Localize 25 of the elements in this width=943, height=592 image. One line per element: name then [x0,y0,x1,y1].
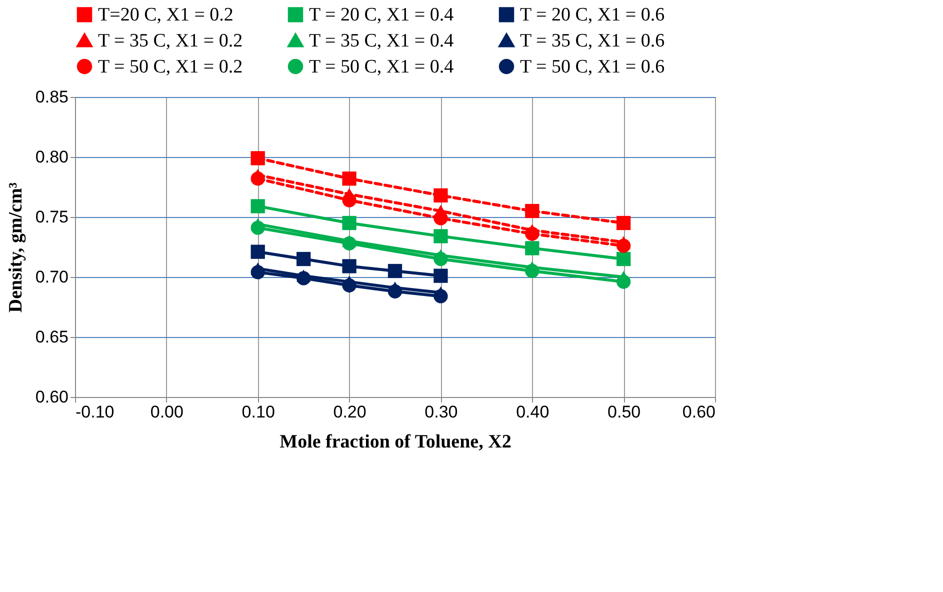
x-tick-label: 0.50 [608,402,641,422]
legend-label: T = 35 C, X1 = 0.6 [520,30,665,52]
x-tick-label: -0.10 [76,402,114,422]
legend-label: T=20 C, X1 = 0.2 [98,4,234,26]
x-tick-label: 0.30 [424,402,458,422]
y-tick-label: 0.70 [35,268,68,286]
legend-label: T = 50 C, X1 = 0.6 [520,56,665,78]
legend-label: T = 20 C, X1 = 0.6 [520,4,665,26]
y-tick-label: 0.80 [35,148,68,166]
x-axis-title: Mole fraction of Toluene, X2 [280,432,512,452]
legend-label: T = 20 C, X1 = 0.4 [309,4,454,26]
legend-label: T = 35 C, X1 = 0.4 [309,30,454,52]
legend-label: T = 50 C, X1 = 0.2 [98,56,243,78]
y-axis-title: Density, gm/cm³ [5,182,26,313]
x-tick-label: 0.20 [333,402,366,422]
x-tick-label: 0.60 [682,402,716,422]
legend-label: T = 50 C, X1 = 0.4 [309,56,454,78]
y-tick-label: 0.75 [35,208,68,226]
x-tick-label: 0.40 [516,402,550,422]
x-tick-label: 0.00 [150,402,184,422]
y-tick-label: 0.60 [35,388,68,406]
y-tick-label: 0.65 [35,328,68,346]
y-tick-label: 0.85 [35,88,68,106]
x-tick-label: 0.10 [242,402,275,422]
legend-label: T = 35 C, X1 = 0.2 [98,30,243,52]
